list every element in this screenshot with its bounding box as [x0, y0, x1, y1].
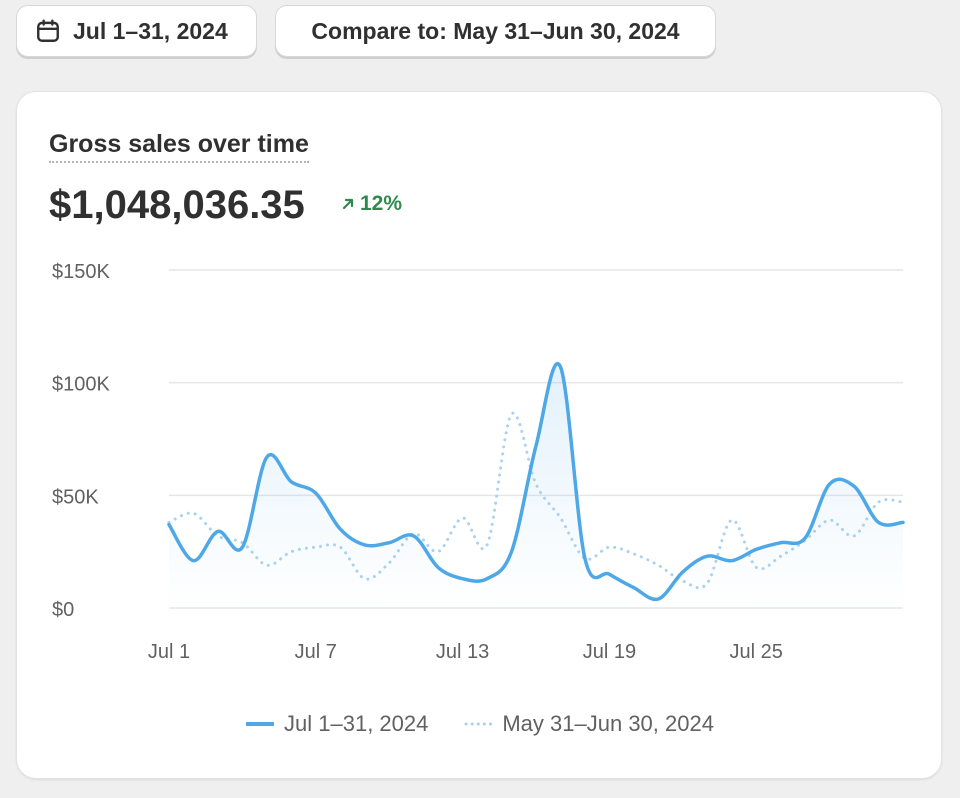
previous-series-point — [459, 514, 467, 522]
previous-series-point — [214, 532, 222, 540]
previous-series-point — [434, 548, 442, 556]
previous-series-point — [777, 552, 785, 560]
previous-series-line — [167, 411, 905, 590]
gross-sales-card: Gross sales over time $1,048,036.35 12% … — [16, 91, 942, 779]
date-range-label: Jul 1–31, 2024 — [73, 17, 228, 44]
chart-legend: Jul 1–31, 2024 May 31–Jun 30, 2024 — [17, 711, 943, 737]
current-series-point — [263, 453, 271, 461]
previous-series-point — [238, 539, 246, 547]
previous-series-point — [483, 541, 491, 549]
previous-series-point — [189, 509, 197, 517]
current-series-point — [312, 489, 320, 497]
date-range-button[interactable]: Jul 1–31, 2024 — [16, 5, 257, 57]
previous-series-point — [556, 514, 564, 522]
legend-label-current: Jul 1–31, 2024 — [284, 711, 429, 736]
previous-series-point — [679, 577, 687, 585]
previous-series-point — [654, 561, 662, 569]
card-title[interactable]: Gross sales over time — [49, 130, 309, 163]
current-series-point — [703, 552, 711, 560]
previous-series-point — [361, 575, 369, 583]
y-tick-label: $0 — [52, 599, 74, 621]
current-series-point — [459, 575, 467, 583]
current-series-point — [385, 539, 393, 547]
y-tick-label: $100K — [52, 374, 110, 396]
arrow-up-right-icon — [342, 198, 354, 210]
current-series-point — [189, 557, 197, 565]
current-series-point — [875, 518, 883, 526]
legend-label-previous: May 31–Jun 30, 2024 — [502, 711, 714, 736]
x-tick-label: Jul 7 — [295, 641, 337, 663]
calendar-icon — [37, 19, 59, 42]
previous-series-point — [287, 548, 295, 556]
previous-series-point — [336, 543, 344, 551]
previous-series-point — [801, 536, 809, 544]
compare-label: Compare to: May 31–Jun 30, 2024 — [311, 17, 680, 44]
gross-sales-chart: $0 $50K $100K $150K Jul 1 Jul 7 Jul 13 Jul 19 Ju… — [52, 261, 907, 663]
previous-series-point — [850, 532, 858, 540]
y-tick-label: $150K — [52, 261, 110, 283]
previous-series-point — [875, 498, 883, 506]
current-series-point — [899, 518, 907, 526]
current-series-point — [654, 595, 662, 603]
previous-series-point — [581, 554, 589, 562]
previous-series-point — [263, 561, 271, 569]
legend-item-previous[interactable]: May 31–Jun 30, 2024 — [464, 711, 714, 737]
current-series-point — [728, 557, 736, 565]
x-tick-label: Jul 25 — [730, 641, 783, 663]
dotted-line-swatch — [464, 722, 493, 726]
previous-series-point — [752, 563, 760, 571]
previous-series-point — [826, 516, 834, 524]
previous-series-point — [385, 559, 393, 567]
change-badge: 12% — [340, 192, 402, 216]
previous-series-point — [532, 480, 540, 488]
previous-series-point — [899, 498, 907, 506]
current-series-point — [361, 541, 369, 549]
compare-button[interactable]: Compare to: May 31–Jun 30, 2024 — [275, 5, 716, 57]
previous-series-point — [728, 516, 736, 524]
previous-series-point — [508, 410, 516, 418]
previous-series-point — [165, 518, 173, 526]
current-series-point — [532, 442, 540, 450]
x-tick-label: Jul 1 — [148, 641, 190, 663]
x-tick-label: Jul 19 — [583, 641, 636, 663]
previous-series-point — [605, 543, 613, 551]
change-percent: 12% — [360, 192, 403, 215]
current-series-point — [287, 478, 295, 486]
current-series-point — [777, 539, 785, 547]
current-series-point — [336, 525, 344, 533]
current-series-area — [169, 363, 903, 608]
previous-series-point — [312, 543, 320, 551]
current-series-point — [556, 363, 564, 371]
total-gross-sales: $1,048,036.35 — [49, 183, 305, 227]
current-series-point — [679, 568, 687, 576]
current-series-point — [605, 570, 613, 578]
current-series-point — [826, 480, 834, 488]
current-series-point — [850, 482, 858, 490]
previous-series-point — [410, 530, 418, 538]
current-series-point — [434, 563, 442, 571]
y-tick-label: $50K — [52, 486, 99, 508]
current-series-point — [752, 545, 760, 553]
previous-series-point — [703, 579, 711, 587]
current-series-line — [167, 362, 905, 602]
solid-line-swatch — [246, 722, 275, 726]
current-series-point — [483, 575, 491, 583]
previous-series-point — [630, 550, 638, 558]
x-tick-label: Jul 13 — [436, 641, 489, 663]
legend-item-current[interactable]: Jul 1–31, 2024 — [246, 711, 428, 737]
current-series-point — [508, 548, 516, 556]
current-series-point — [630, 584, 638, 592]
